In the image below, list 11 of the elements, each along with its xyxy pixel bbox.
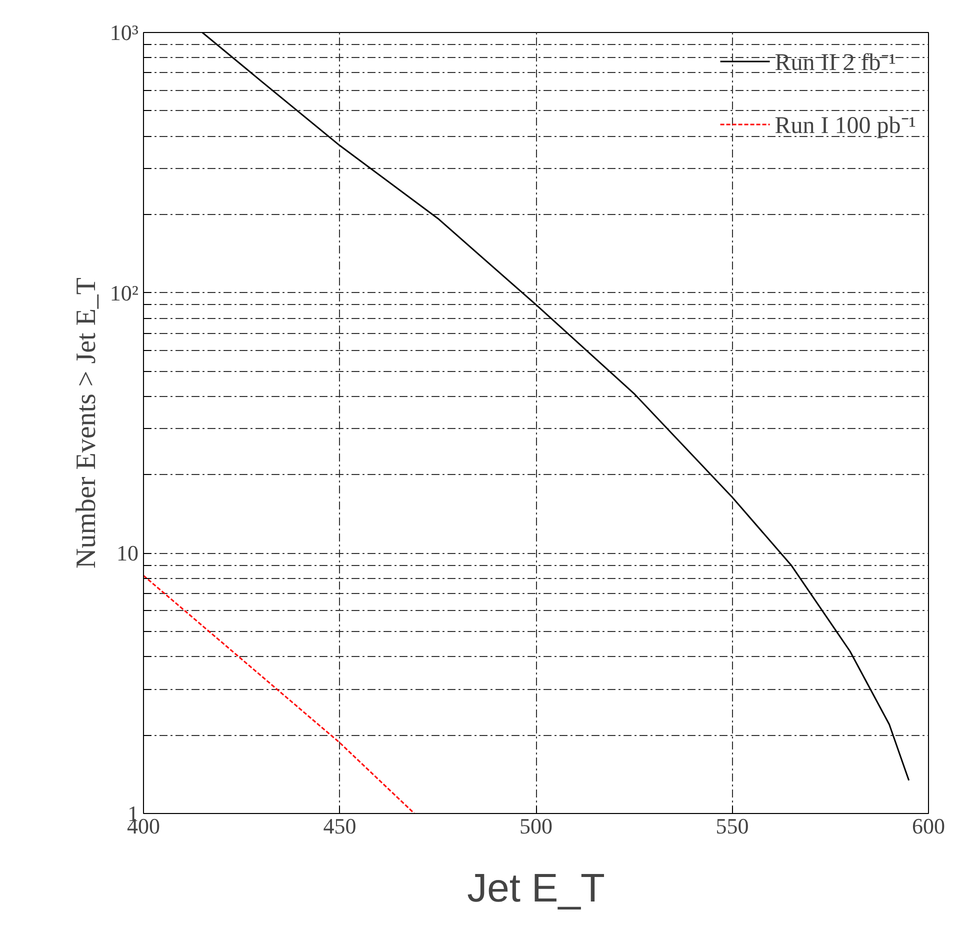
x-tick-label: 500 [520, 814, 552, 838]
y-tick-label: 10² [110, 280, 139, 306]
y-axis-title: Number Events > Jet E_T [70, 277, 102, 569]
x-tick-label: 600 [912, 814, 945, 838]
y-tick-label: 10 [116, 540, 138, 566]
x-tick-label: 550 [716, 814, 749, 838]
legend-label: Run I 100 pb⁻¹ [774, 112, 916, 140]
y-tick-label: 10³ [110, 20, 139, 45]
legend-label: Run II 2 fb⁻¹ [774, 49, 896, 77]
x-axis-title: Jet E_T [467, 866, 605, 910]
x-tick-label: 450 [323, 814, 356, 838]
